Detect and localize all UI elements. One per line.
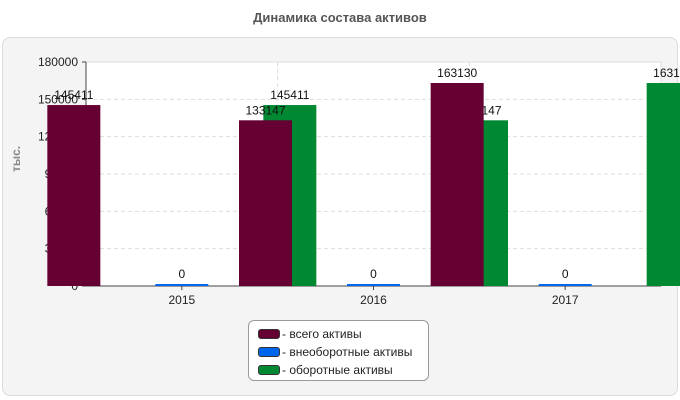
bar: [155, 284, 209, 286]
data-label: 163130: [437, 66, 477, 80]
data-label: 145411: [54, 88, 93, 102]
bar: [47, 105, 101, 286]
chart-legend: - всего активы - внеоборотные активы - о…: [248, 320, 429, 381]
legend-item-total-assets: - всего активы: [258, 325, 428, 343]
data-label: 163130: [653, 66, 680, 80]
legend-label: - всего активы: [282, 327, 362, 341]
legend-swatch: [258, 329, 280, 339]
bar: [538, 284, 592, 286]
data-label: 0: [562, 267, 569, 281]
legend-item-current-assets: - оборотные активы: [258, 361, 428, 379]
bar: [430, 82, 484, 286]
legend-swatch: [258, 347, 280, 357]
y-tick-label: 150000: [38, 92, 78, 106]
y-tick-label: 180000: [38, 55, 78, 69]
x-tick-label: 2015: [168, 293, 195, 307]
data-label: 133147: [245, 103, 285, 117]
legend-label: - внеоборотные активы: [282, 345, 413, 359]
data-label: 0: [178, 267, 185, 281]
bar: [239, 120, 292, 286]
x-tick-label: 2017: [552, 293, 579, 307]
chart-title: Динамика состава активов: [253, 10, 427, 25]
data-label: 145411: [270, 88, 309, 102]
legend-item-noncurrent-assets: - внеоборотные активы: [258, 343, 428, 361]
legend-label: - оборотные активы: [282, 363, 393, 377]
x-tick-label: 2016: [360, 293, 387, 307]
y-axis-label: тыс.: [9, 145, 23, 172]
data-label: 0: [370, 267, 377, 281]
legend-swatch: [258, 365, 280, 375]
bar: [347, 284, 400, 286]
bar: [646, 82, 680, 286]
